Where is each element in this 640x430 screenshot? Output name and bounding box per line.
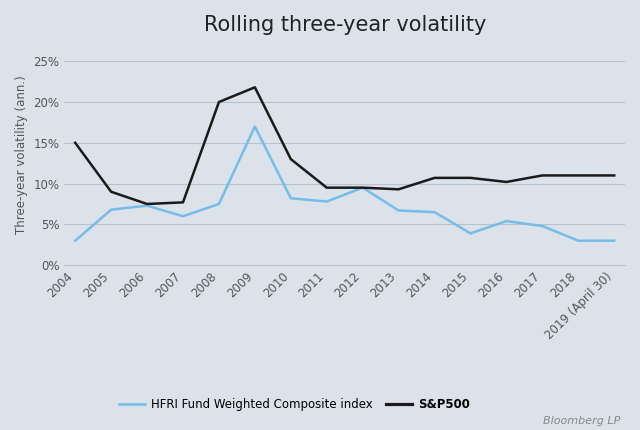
Title: Rolling three-year volatility: Rolling three-year volatility (204, 15, 486, 35)
Text: Bloomberg LP: Bloomberg LP (543, 416, 621, 426)
Legend: HFRI Fund Weighted Composite index, S&P500: HFRI Fund Weighted Composite index, S&P5… (114, 393, 475, 415)
Y-axis label: Three-year volatility (ann.): Three-year volatility (ann.) (15, 76, 28, 234)
